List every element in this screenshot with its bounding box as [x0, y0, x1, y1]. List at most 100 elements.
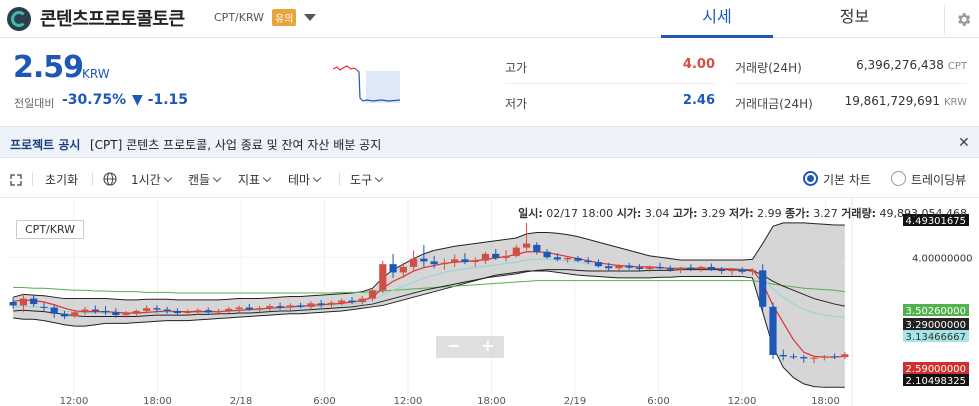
candle-body [697, 266, 705, 269]
candle-body [615, 265, 623, 269]
price-tag-label: 2.59000000 [906, 364, 966, 375]
chevron-down-icon [262, 173, 272, 183]
ohlc-close-label: 종가: [785, 207, 810, 220]
candle-body [153, 308, 161, 310]
ohlc-volume-value: 49,893,054.468 [879, 207, 967, 220]
price-chart[interactable]: 12:00 18:00 2/18 6:00 12:00 18:00 2/19 6:00 12:0… [0, 198, 979, 406]
candle-body [317, 303, 325, 305]
candle-body [841, 354, 849, 358]
zoom-in-icon[interactable]: + [481, 336, 495, 355]
candle-body [50, 307, 58, 314]
tradingview-radio[interactable] [891, 171, 906, 186]
coin-select-dropdown-icon[interactable] [304, 14, 316, 21]
theme-select[interactable]: 테마 [288, 171, 322, 188]
notice-text[interactable]: [CPT] 콘텐츠 프로토콜, 사업 종료 및 잔여 자산 배분 공지 [90, 138, 382, 152]
band-lower-line [13, 270, 845, 388]
tab-quote[interactable]: 시세 [661, 0, 773, 38]
candle-body [748, 270, 757, 272]
volume-row: 거래량(24H) 6,396,276,438 CPT [735, 48, 967, 84]
candle-body [297, 305, 305, 307]
change-amount: ▼ -1.15 [132, 92, 188, 108]
settings-button[interactable] [944, 5, 979, 35]
candle-body [338, 300, 346, 303]
warning-badge: 유의 [272, 9, 297, 26]
candle-body [184, 311, 192, 314]
x-tick-label: 6:00 [313, 396, 335, 406]
price-tag-ma-cyan [903, 330, 969, 342]
amount-label: 거래대금(24H) [735, 97, 813, 111]
x-tick-label: 18:00 [477, 396, 506, 406]
chevron-down-icon [374, 173, 384, 183]
candle-body [779, 354, 787, 357]
candle-body [810, 357, 818, 359]
price-tag-label: 2.10498325 [906, 376, 966, 387]
candle-body [522, 243, 531, 248]
candle-body [666, 268, 674, 270]
pair-label: CPT/KRW [214, 11, 265, 24]
coin-name: 콘텐츠프로토콜토큰 [40, 9, 185, 30]
chart-pair-label: CPT/KRW [16, 220, 85, 239]
globe-icon[interactable] [103, 172, 117, 186]
basic-chart-label[interactable]: 기본 차트 [823, 173, 871, 187]
mini-price-chart [333, 65, 401, 103]
candle-body [676, 267, 685, 270]
candlestick-chart[interactable]: 12:00 18:00 2/18 6:00 12:00 18:00 2/19 6:00 12:0… [0, 198, 979, 406]
reset-button[interactable]: 초기화 [45, 173, 79, 187]
notice-label: 프로젝트 공시 [10, 138, 81, 152]
ohlc-high-value: 3.29 [700, 207, 726, 220]
candle-body [143, 308, 151, 311]
candle-body [574, 257, 582, 261]
band-upper-line [13, 222, 845, 301]
ma-black-line [13, 269, 845, 317]
candle-body [173, 310, 182, 314]
x-tick-label: 2/18 [230, 396, 252, 406]
candle-body [584, 260, 592, 263]
price-tag-label: 3.13466667 [906, 332, 966, 343]
candle-body [40, 306, 48, 308]
candle-body [266, 306, 274, 309]
price-tag-last-price [903, 362, 969, 374]
candle-body [255, 308, 264, 310]
candle-body [410, 258, 418, 267]
x-tick-label: 12:00 [728, 396, 757, 406]
candle-body [820, 356, 828, 358]
fullscreen-icon[interactable] [10, 174, 22, 186]
candle-body [286, 305, 294, 308]
project-notice-bar[interactable]: 프로젝트 공시 [CPT] 콘텐츠 프로토콜, 사업 종료 및 잔여 자산 배분… [0, 126, 979, 158]
close-icon[interactable]: ✕ [958, 135, 970, 151]
indicator-label: 지표 [238, 173, 261, 187]
price-tag-band-lower [903, 374, 969, 386]
ohlc-open-value: 3.04 [644, 207, 670, 220]
x-tick-label: 18:00 [143, 396, 172, 406]
candle-body [635, 267, 644, 269]
candle-body [789, 356, 798, 358]
candle-body [399, 266, 407, 273]
candle-body [656, 266, 664, 269]
candle-body [19, 298, 27, 306]
mini-chart-line [333, 65, 358, 71]
price-tag-band-upper [903, 214, 969, 226]
indicator-select[interactable]: 지표 [238, 171, 272, 188]
candle-body [389, 264, 397, 273]
chart-toolbar: 초기화 1시간 캔들 지표 테마 도구 기본 차트 트레이딩뷰 [0, 160, 979, 198]
candle-body [769, 306, 777, 355]
candle-body [533, 244, 541, 252]
interval-select[interactable]: 1시간 [131, 171, 172, 188]
tab-info[interactable]: 정보 [839, 7, 870, 26]
candle-body [800, 357, 808, 359]
candle-body [759, 270, 767, 307]
amount-unit: KRW [944, 97, 967, 108]
candle-body [194, 310, 202, 312]
tradingview-label[interactable]: 트레이딩뷰 [911, 173, 967, 187]
candle-select[interactable]: 캔들 [188, 171, 222, 188]
ohlc-date-value: 02/17 18:00 [546, 207, 614, 220]
candle-body [625, 265, 633, 268]
ma-green-line [13, 280, 845, 294]
ohlc-low-value: 2.99 [757, 207, 782, 220]
tools-select[interactable]: 도구 [350, 171, 384, 188]
candle-body [71, 312, 79, 317]
zoom-out-icon[interactable]: − [447, 336, 461, 355]
candle-body [163, 309, 171, 311]
zoom-controls[interactable]: − + [436, 336, 504, 358]
basic-chart-radio[interactable] [803, 171, 818, 186]
